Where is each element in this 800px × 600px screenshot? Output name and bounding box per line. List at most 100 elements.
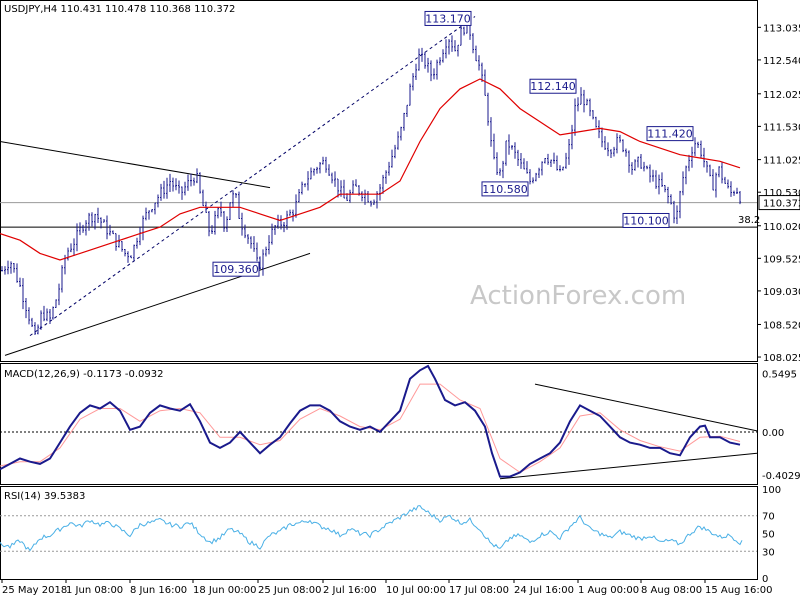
ohlc-bar	[679, 190, 681, 219]
price-tick-label: 108.520	[763, 320, 800, 331]
ohlc-bar	[31, 317, 33, 327]
ohlc-bar	[361, 191, 363, 202]
ohlc-bar	[238, 191, 240, 219]
ohlc-bar	[673, 200, 675, 224]
ohlc-bar	[535, 172, 537, 182]
ohlc-bar	[721, 162, 723, 184]
ohlc-bar	[1, 266, 3, 272]
price-tick-label: 111.530	[763, 122, 800, 133]
ohlc-bar	[298, 188, 300, 203]
ohlc-bar	[583, 89, 585, 113]
macd-line	[0, 364, 741, 478]
ohlc-bar	[7, 260, 9, 275]
ohlc-bar	[226, 216, 228, 233]
ohlc-bar	[655, 170, 657, 189]
ohlc-bar	[184, 181, 186, 196]
ohlc-bar	[250, 236, 252, 249]
ohlc-bar	[718, 166, 720, 178]
ohlc-bar	[385, 170, 387, 184]
ohlc-bar	[709, 164, 711, 177]
ohlc-bar	[697, 141, 699, 148]
ohlc-bar	[733, 190, 735, 196]
ohlc-bar	[586, 98, 588, 106]
ohlc-bar	[400, 126, 402, 141]
ohlc-bar	[169, 173, 171, 192]
lower-trendline	[4, 252, 311, 356]
ohlc-bar	[16, 263, 18, 283]
ohlc-bar	[496, 152, 498, 175]
ohlc-bar	[676, 205, 678, 224]
ohlc-bar	[145, 207, 147, 221]
ohlc-bar	[562, 166, 564, 171]
ohlc-bar	[550, 159, 552, 168]
ohlc-bar	[157, 194, 159, 208]
ohlc-bar	[487, 92, 489, 126]
ohlc-bar	[259, 256, 261, 270]
ohlc-bar	[172, 177, 174, 192]
channel-dashed-line	[29, 16, 476, 337]
ohlc-bar	[49, 309, 51, 324]
price-tick-label: 110.020	[763, 222, 800, 233]
ohlc-bar	[484, 69, 486, 96]
ohlc-bar	[100, 217, 102, 229]
ohlc-bar	[604, 136, 606, 151]
annotation-box	[622, 212, 670, 228]
ohlc-bar	[97, 207, 99, 224]
ohlc-bar	[223, 210, 225, 232]
ohlc-bar	[430, 60, 432, 82]
ohlc-bar	[415, 63, 417, 80]
ohlc-bar	[196, 168, 198, 184]
ohlc-bar	[640, 153, 642, 169]
ohlc-bar	[85, 220, 87, 236]
ohlc-bar	[262, 249, 264, 276]
ohlc-bar	[175, 178, 177, 191]
ohlc-bar	[79, 222, 81, 236]
ohlc-bar	[595, 116, 597, 128]
ohlc-bar	[523, 158, 525, 170]
watermark: ActionForex.com	[470, 281, 686, 311]
current-price-label: 110.372	[763, 199, 800, 210]
ohlc-bar	[58, 283, 60, 306]
ohlc-bar	[460, 22, 462, 46]
ohlc-bar	[355, 179, 357, 187]
ohlc-bar	[163, 180, 165, 199]
ohlc-bar	[628, 150, 630, 173]
price-tick-label: 109.525	[763, 254, 800, 265]
ohlc-bar	[436, 59, 438, 80]
ohlc-bar	[109, 224, 111, 236]
ohlc-bar	[625, 148, 627, 157]
ohlc-bar	[619, 134, 621, 143]
axes: 113.035 112.540 112.025 111.530 111.025 110.5…	[1, 23, 800, 596]
annotation-box	[529, 78, 577, 94]
ohlc-bar	[634, 159, 636, 171]
ohlc-bar	[37, 324, 39, 335]
ohlc-bar	[736, 187, 738, 195]
ohlc-bar	[211, 225, 213, 234]
ohlc-bar	[703, 147, 705, 168]
time-tick-label: 15 Aug 16:00	[705, 585, 772, 596]
price-annotation: 110.580	[481, 181, 529, 197]
ohlc-bar	[148, 210, 150, 220]
ohlc-bar	[52, 306, 54, 320]
annotation-label: 113.170	[425, 12, 471, 25]
macd-upper-trendline	[534, 383, 758, 432]
price-tick-label: 112.025	[763, 90, 800, 101]
ohlc-bar	[424, 51, 426, 69]
price-tick-label: 110.530	[763, 188, 800, 199]
ohlc-bar	[478, 55, 480, 71]
ohlc-bar	[637, 156, 639, 168]
ohlc-bar	[427, 57, 429, 73]
ohlc-bar	[730, 181, 732, 197]
ohlc-bar	[310, 167, 312, 180]
ohlc-bar	[34, 322, 36, 336]
rsi-panel-frame	[0, 486, 758, 580]
ohlc-bar	[214, 210, 216, 235]
annotation-box	[212, 261, 260, 277]
ohlc-bar	[202, 189, 204, 207]
ohlc-bar	[232, 190, 234, 208]
ohlc-bar	[727, 179, 729, 189]
ohlc-bar	[649, 164, 651, 183]
ohlc-bar	[289, 209, 291, 216]
ohlc-bar	[199, 172, 201, 194]
